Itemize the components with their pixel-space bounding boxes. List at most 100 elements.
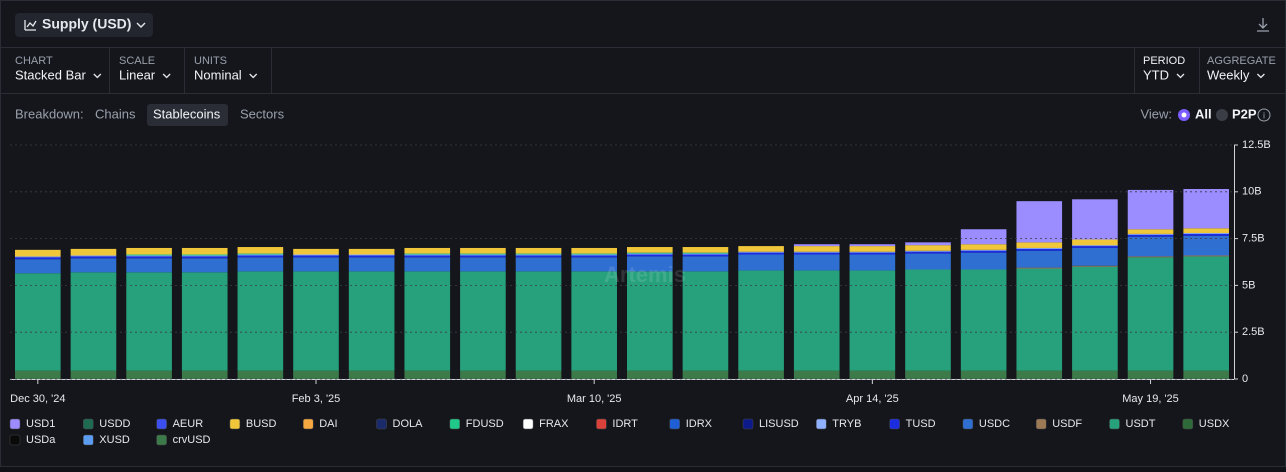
bar-segment	[348, 255, 395, 258]
legend-label[interactable]: DOLA	[393, 418, 424, 430]
chart-title: Supply (USD)	[42, 16, 131, 32]
legend-label[interactable]: USDC	[979, 418, 1010, 430]
bar-segment	[960, 269, 1007, 371]
dropdown-icon	[1256, 73, 1265, 79]
bar-segment	[849, 270, 896, 371]
breakdown-option[interactable]: Stablecoins	[153, 106, 221, 121]
legend-label[interactable]: IDRT	[612, 418, 638, 430]
bar-segment	[1072, 265, 1118, 267]
bar-segment	[793, 251, 840, 253]
legend-label[interactable]: IDRX	[686, 418, 713, 430]
title-button[interactable]	[15, 13, 153, 37]
bar-segment	[404, 253, 451, 255]
bar-segment	[515, 255, 562, 258]
bar-segment	[571, 257, 617, 272]
control-value[interactable]: Nominal	[194, 67, 242, 82]
bar-segment	[1016, 242, 1063, 248]
bar-segment	[126, 255, 172, 257]
legend-label[interactable]: USDD	[99, 418, 130, 430]
bar-segment	[126, 272, 172, 371]
bar-segment	[460, 271, 506, 371]
control-label: CHART	[15, 55, 53, 67]
legend-label[interactable]: FDUSD	[466, 418, 504, 430]
legend-swatch	[9, 418, 21, 430]
bar-segment	[460, 253, 506, 255]
bar-segment	[627, 271, 673, 371]
radio[interactable]	[1216, 109, 1228, 121]
watermark: Artemis	[604, 262, 686, 287]
bar-segment	[293, 248, 339, 255]
bar-segment	[1183, 228, 1229, 233]
bar-segment	[515, 370, 562, 379]
bar-segment	[126, 256, 172, 259]
bar-segment	[1127, 229, 1174, 234]
bars	[15, 188, 1229, 379]
bar-segment	[905, 250, 951, 252]
legend-label[interactable]: BUSD	[246, 418, 277, 430]
bar-segment	[348, 257, 395, 272]
view-option[interactable]: All	[1195, 106, 1212, 121]
bar-segment	[571, 247, 617, 254]
control-label: AGGREGATE	[1207, 55, 1276, 67]
legend-swatch	[962, 418, 974, 430]
control-value[interactable]: Stacked Bar	[15, 67, 86, 82]
bar-segment	[849, 252, 896, 255]
bar-segment	[1183, 256, 1229, 371]
bar-segment	[1016, 201, 1063, 243]
y-tick-label: 12.5B	[1242, 139, 1271, 151]
control-value[interactable]: Weekly	[1207, 67, 1250, 82]
bar-segment	[738, 370, 784, 379]
legend-label[interactable]: XUSD	[99, 434, 130, 446]
legend-label[interactable]: TRYB	[832, 418, 861, 430]
bar-segment	[627, 370, 673, 379]
legend-label[interactable]: TUSD	[906, 418, 936, 430]
control-value[interactable]: YTD	[1143, 67, 1169, 82]
bar-segment	[404, 257, 451, 272]
control-value[interactable]: Linear	[119, 67, 156, 82]
bar-segment	[237, 247, 284, 254]
view-label: View:	[1140, 106, 1172, 121]
bar-segment	[237, 271, 284, 371]
legend-label[interactable]: USD1	[26, 418, 55, 430]
control-label: PERIOD	[1143, 55, 1185, 67]
bar-segment	[1127, 189, 1174, 230]
bar-segment	[181, 254, 228, 256]
x-tick-label: May 19, '25	[1122, 393, 1179, 405]
legend-label[interactable]: LISUSD	[759, 418, 799, 430]
bar-segment	[1183, 370, 1229, 379]
legend-label[interactable]: FRAX	[539, 418, 569, 430]
bar-segment	[1127, 256, 1174, 258]
breakdown-option[interactable]: Chains	[95, 106, 136, 121]
bar-segment	[738, 246, 784, 252]
download-icon[interactable]	[1257, 18, 1269, 32]
bar-segment	[70, 255, 117, 257]
legend-swatch	[83, 418, 94, 430]
bar-segment	[348, 248, 395, 255]
bar-segment	[905, 253, 951, 270]
legend-label[interactable]: USDF	[1052, 418, 1082, 430]
breakdown-option[interactable]: Sectors	[240, 106, 285, 121]
bar-segment	[793, 254, 840, 271]
bar-segment	[905, 242, 951, 246]
legend-label[interactable]: crvUSD	[173, 434, 211, 446]
legend-label[interactable]: DAI	[319, 418, 337, 430]
bar-segment	[181, 255, 228, 257]
bar-segment	[793, 252, 840, 255]
legend-label[interactable]: USDa	[26, 434, 56, 446]
bar-segment	[1016, 250, 1063, 268]
chart-icon	[24, 20, 37, 31]
bar-segment	[738, 270, 784, 371]
legend-label[interactable]: AEUR	[173, 418, 204, 430]
x-tick-label: Mar 10, '25	[567, 393, 622, 405]
legend-swatch	[596, 418, 607, 430]
bar-segment	[849, 251, 896, 253]
bar-segment	[960, 229, 1007, 245]
view-option[interactable]: P2P	[1232, 106, 1257, 121]
legend-swatch	[83, 434, 94, 446]
legend-label[interactable]: USDX	[1199, 418, 1230, 430]
bar-segment	[15, 256, 61, 258]
legend-label[interactable]: USDT	[1126, 418, 1156, 430]
bar-segment	[905, 251, 951, 254]
bar-segment	[960, 252, 1007, 270]
